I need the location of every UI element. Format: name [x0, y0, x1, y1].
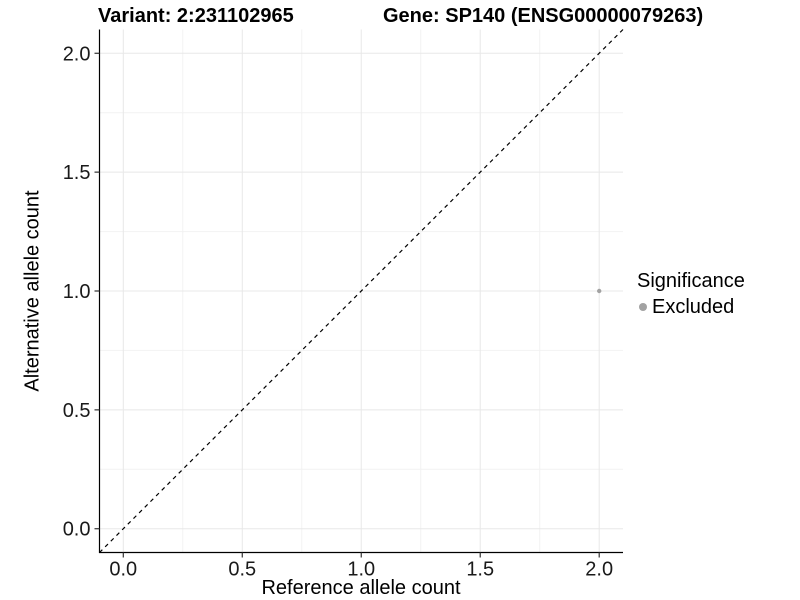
y-tick-label: 1.5	[63, 162, 91, 184]
identity-dashed-line	[99, 29, 624, 553]
y-tick-label: 0.0	[63, 519, 91, 541]
x-tick-label: 1.0	[347, 559, 375, 581]
x-axis-title: Reference allele count	[261, 577, 461, 599]
y-tick-label: 1.0	[63, 281, 91, 303]
y-tick-label: 2.0	[63, 43, 91, 65]
data-point	[597, 288, 602, 294]
legend-item-excluded: Excluded	[639, 296, 745, 318]
x-tick-label: 0.5	[228, 559, 256, 581]
gene-title: Gene: SP140 (ENSG00000079263)	[383, 5, 704, 27]
x-tick-label: 2.0	[585, 559, 613, 581]
legend-item-label: Excluded	[652, 295, 735, 318]
x-tick-label: 0.0	[109, 559, 137, 581]
variant-title: Variant: 2:231102965	[98, 5, 294, 27]
legend-title: Significance	[637, 270, 745, 292]
y-axis-title: Alternative allele count	[21, 190, 44, 392]
y-tick-label: 0.5	[63, 400, 91, 422]
excluded-point-icon	[639, 303, 647, 311]
x-tick-label: 1.5	[466, 559, 494, 581]
legend: Significance Excluded	[637, 270, 745, 318]
